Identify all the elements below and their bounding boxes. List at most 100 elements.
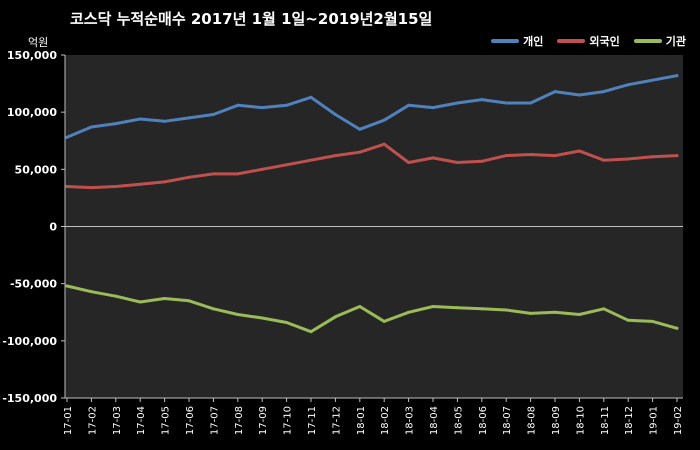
legend-item-3: 기관 xyxy=(633,33,686,49)
data-point xyxy=(114,122,118,126)
data-point xyxy=(163,180,167,184)
data-point xyxy=(577,93,581,97)
legend-item-1: 개인 xyxy=(491,33,543,49)
data-point xyxy=(577,313,581,317)
x-tick-label: 17-02 xyxy=(87,406,98,435)
x-tick-label: 17-04 xyxy=(136,406,147,435)
data-point xyxy=(602,90,606,94)
data-point xyxy=(187,299,191,303)
data-point xyxy=(651,319,655,323)
x-tick-label: 18-08 xyxy=(527,406,538,435)
data-point xyxy=(138,182,142,186)
data-point xyxy=(529,101,533,105)
x-tick-label: 18-04 xyxy=(429,406,440,435)
x-tick-label: 17-10 xyxy=(283,406,294,435)
data-point xyxy=(358,150,362,154)
x-tick-label: 18-07 xyxy=(502,406,513,435)
data-point xyxy=(651,155,655,159)
y-tick-label: 150,000 xyxy=(7,49,57,62)
y-tick-label: -100,000 xyxy=(2,335,57,348)
x-tick-label: 17-08 xyxy=(234,406,245,435)
data-point xyxy=(602,158,606,162)
data-point xyxy=(260,106,264,110)
data-point xyxy=(431,156,435,160)
data-point xyxy=(504,101,508,105)
x-tick-label: 17-05 xyxy=(161,406,172,435)
series-line-2 xyxy=(65,142,679,190)
y-tick-label: -50,000 xyxy=(10,278,57,291)
data-point xyxy=(602,307,606,311)
data-point xyxy=(358,127,362,131)
data-point xyxy=(455,101,459,105)
data-point xyxy=(382,118,386,122)
data-point xyxy=(626,318,630,322)
x-tick-label: 18-06 xyxy=(478,406,489,435)
data-point xyxy=(187,175,191,179)
x-tick-label: 19-02 xyxy=(673,406,684,435)
y-tick-label: 0 xyxy=(49,221,57,234)
data-point xyxy=(407,103,411,107)
legend-label: 개인 xyxy=(523,35,544,48)
data-point xyxy=(309,158,313,162)
x-tick-label: 18-09 xyxy=(551,406,562,435)
data-point xyxy=(553,90,557,94)
y-tick-label: 50,000 xyxy=(15,163,58,176)
data-point xyxy=(309,330,313,334)
x-tick-label: 17-09 xyxy=(258,406,269,435)
data-point xyxy=(236,313,240,317)
data-point xyxy=(236,103,240,107)
legend-swatch xyxy=(491,39,520,43)
x-tick-label: 17-03 xyxy=(112,406,123,435)
x-tick-label: 17-11 xyxy=(307,406,318,435)
data-point xyxy=(382,319,386,323)
x-tick-label: 17-07 xyxy=(209,406,220,435)
data-point xyxy=(138,300,142,304)
y-axis-unit-label: 억원 xyxy=(28,36,49,49)
data-point xyxy=(65,284,69,288)
data-point xyxy=(260,316,264,320)
data-point xyxy=(163,119,167,123)
data-point xyxy=(333,315,337,319)
x-tick-label: 17-01 xyxy=(63,406,74,435)
data-point xyxy=(138,117,142,121)
legend-swatch xyxy=(557,39,586,43)
data-point xyxy=(163,297,167,301)
x-tick-label: 17-12 xyxy=(331,406,342,435)
data-point xyxy=(407,310,411,314)
chart-title: 코스닥 누적순매수 2017년 1월 1일~2019년2월15일 xyxy=(70,10,433,28)
data-point xyxy=(455,306,459,310)
data-point xyxy=(260,167,264,171)
data-point xyxy=(553,310,557,314)
data-point xyxy=(651,78,655,82)
data-point xyxy=(358,305,362,309)
x-tick-label: 18-03 xyxy=(405,406,416,435)
series-line-1 xyxy=(65,74,679,139)
data-point xyxy=(309,95,313,99)
data-point xyxy=(187,116,191,120)
x-tick-label: 17-06 xyxy=(185,406,196,435)
data-point xyxy=(529,152,533,156)
data-point xyxy=(407,160,411,164)
legend-label: 외국인 xyxy=(589,35,620,48)
x-tick-label: 18-05 xyxy=(453,406,464,435)
data-point xyxy=(675,154,679,158)
data-point xyxy=(675,74,679,78)
data-point xyxy=(529,311,533,315)
legend-swatch xyxy=(633,39,662,43)
data-point xyxy=(211,172,215,176)
data-point xyxy=(504,154,508,158)
data-point xyxy=(455,160,459,164)
x-tick-label: 18-01 xyxy=(356,406,367,435)
data-point xyxy=(626,157,630,161)
data-point xyxy=(114,294,118,298)
data-point xyxy=(553,154,557,158)
y-tick-label: -150,000 xyxy=(2,392,57,405)
data-point xyxy=(89,125,93,129)
data-point xyxy=(65,135,69,139)
x-tick-label: 18-10 xyxy=(575,406,586,435)
legend-item-2: 외국인 xyxy=(557,33,620,49)
data-point xyxy=(333,112,337,116)
data-point xyxy=(675,326,679,330)
data-point xyxy=(114,184,118,188)
data-point xyxy=(431,305,435,309)
